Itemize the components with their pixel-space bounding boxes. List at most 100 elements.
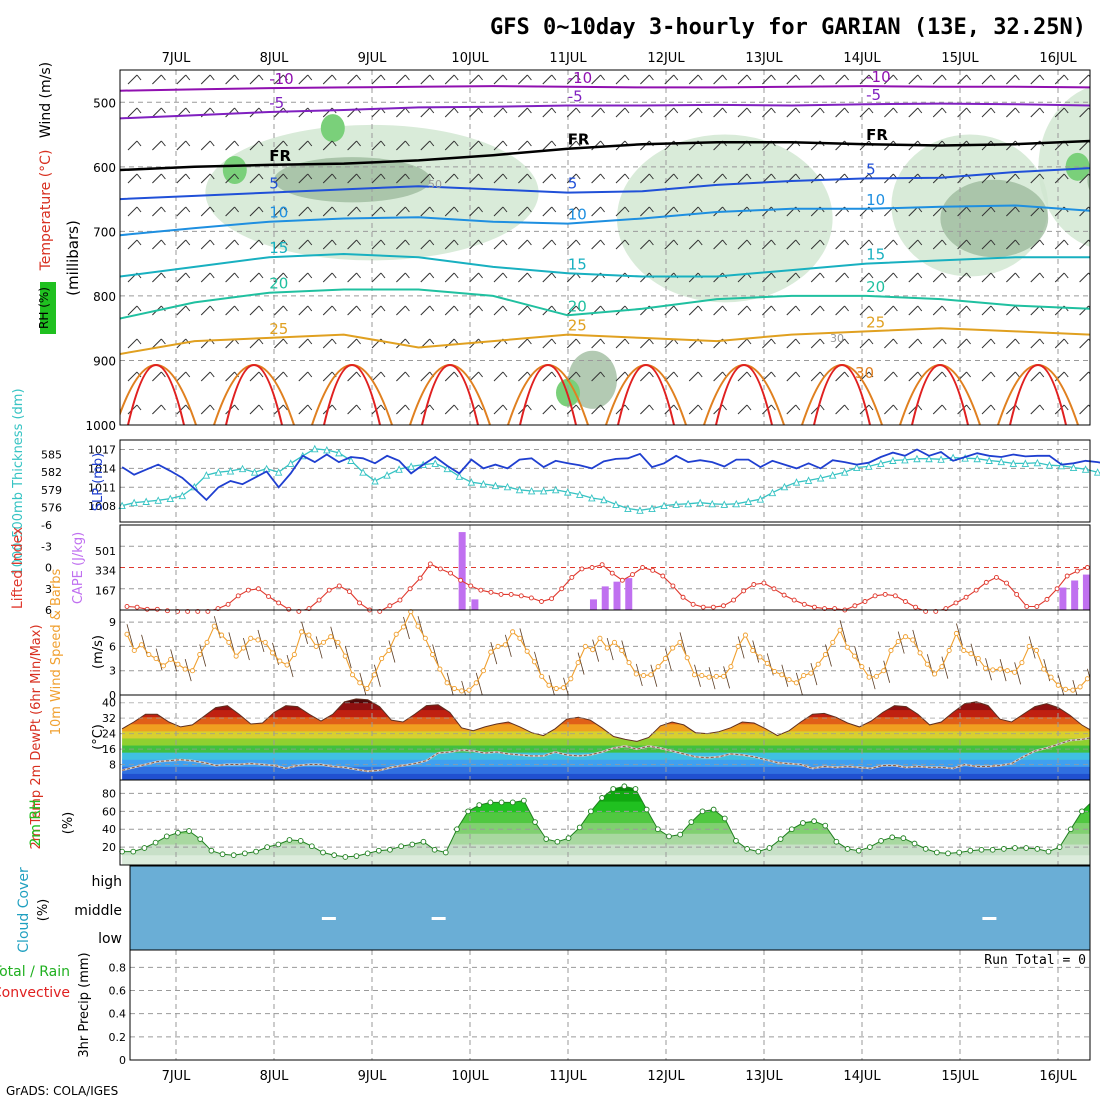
wind-barb-flag: [941, 338, 947, 345]
wind-barb: [1030, 107, 1041, 118]
li-point: [801, 601, 807, 607]
wind-barb-flag: [746, 173, 752, 180]
wind-barb: [200, 74, 211, 85]
wind-barb-flag: [771, 272, 776, 279]
wind-barb: [908, 206, 919, 217]
wind-barb: [737, 173, 748, 184]
surface-isotherm: [421, 364, 479, 425]
wind-barb-flag: [600, 173, 605, 180]
thickness-point: [551, 485, 560, 494]
rh-point: [152, 839, 159, 846]
cape-tick-label: 501: [95, 545, 116, 558]
wind-barb-flag: [209, 239, 215, 246]
wind-barb: [225, 338, 235, 349]
wind-speed-point: [175, 661, 181, 667]
wind-barb: [444, 173, 455, 184]
wind-barb-flag: [697, 404, 703, 411]
thickness-point: [142, 497, 150, 505]
wind-barb: [322, 206, 333, 217]
rh-point: [208, 847, 215, 854]
surface-wind-barb: [708, 667, 716, 690]
wind-barb: [615, 74, 626, 85]
wind-speed-point: [430, 651, 436, 658]
rh-tick-label: 20: [102, 841, 116, 854]
precip-tick-label: 0.4: [109, 1008, 127, 1021]
wind-barb: [371, 140, 382, 151]
surface-wind-barb: [504, 634, 512, 657]
wind-barb: [127, 305, 138, 316]
wind-barb-flag: [209, 206, 215, 213]
surface-wind-barb: [941, 656, 949, 679]
wind-barb: [298, 206, 309, 217]
wind-barb: [1006, 107, 1016, 118]
wind-barb: [493, 140, 504, 151]
wind-barb-flag: [746, 305, 752, 312]
wind-barb: [615, 338, 626, 349]
wind-barb-flag: [331, 305, 337, 312]
wind-barb-flag: [990, 305, 996, 312]
cloud-cover-fill: [130, 866, 1090, 950]
wind-barb-flag: [697, 239, 703, 246]
wind-barb-flag: [795, 305, 801, 312]
surface-wind-barb: [650, 664, 658, 687]
wind-barb-flag: [990, 74, 996, 81]
temp-band: [122, 698, 1090, 704]
li-point: [387, 603, 393, 609]
wind-barb: [200, 272, 211, 283]
wind-barb: [1006, 305, 1016, 316]
wind-barb-flag: [161, 371, 166, 378]
thickness-point: [395, 465, 403, 473]
wind-barb-flag: [868, 305, 874, 312]
wind-barb: [688, 404, 699, 415]
rh-point: [420, 838, 427, 845]
wind-barb-flag: [185, 371, 191, 378]
wind-barb-flag: [527, 404, 532, 411]
slp-axis-label: SLP (mb): [91, 453, 106, 512]
wind-barb-flag: [673, 107, 679, 114]
rh-point: [454, 826, 460, 833]
wind-barb-flag: [161, 404, 166, 411]
li-point: [619, 577, 625, 583]
wind-barb: [615, 371, 626, 382]
wind-barb-flag: [405, 272, 410, 279]
wind-barb-flag: [868, 404, 874, 411]
wind-barb: [396, 404, 406, 415]
wind-barb: [932, 404, 943, 415]
wind-speed-point: [342, 653, 348, 659]
temp-band: [122, 730, 1090, 739]
surface-wind-barb: [373, 664, 381, 687]
wind-barb: [884, 338, 894, 349]
wind-barb-flag: [819, 74, 825, 81]
wind-barb: [444, 404, 455, 415]
wind-barb: [1030, 371, 1041, 382]
wind-barb-flag: [624, 404, 630, 411]
li-point: [761, 580, 767, 586]
wind-barb-flag: [868, 107, 874, 114]
wind-barb: [420, 173, 431, 184]
li-point: [144, 606, 150, 612]
wind-barb-flag: [624, 173, 630, 180]
wind-barb-flag: [600, 239, 605, 246]
wind-barb-flag: [136, 239, 142, 246]
wind-barb: [664, 173, 675, 184]
wind-barb-flag: [819, 239, 825, 246]
cloud-cover-panel: high middle low Cloud Cover (%): [16, 865, 1091, 953]
precip-axis-label: 3hr Precip (mm): [77, 952, 92, 1057]
wind-barb: [274, 305, 284, 316]
wind-barb-flag: [795, 239, 801, 246]
wind-barb-flag: [307, 173, 313, 180]
wind-barb-flag: [746, 338, 752, 345]
thickness-point: [576, 490, 584, 498]
wind-barb: [518, 107, 528, 118]
bottom-day-label: 11JUL: [549, 1069, 587, 1084]
slp-tick-label: 1017: [88, 443, 116, 456]
thickness-point: [563, 488, 572, 496]
wind-barb: [566, 206, 577, 217]
surface-wind-barb: [1087, 668, 1090, 680]
thickness-point: [166, 494, 175, 503]
wind-speed-point: [873, 673, 879, 679]
wind-barb: [396, 140, 406, 151]
surface-wind-barb: [795, 672, 803, 695]
rh-point: [1012, 845, 1018, 851]
rh-point: [297, 837, 304, 844]
